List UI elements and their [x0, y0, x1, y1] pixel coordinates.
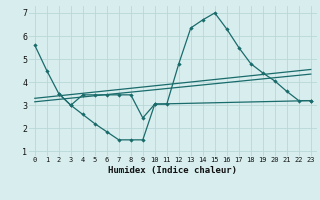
X-axis label: Humidex (Indice chaleur): Humidex (Indice chaleur)	[108, 166, 237, 175]
